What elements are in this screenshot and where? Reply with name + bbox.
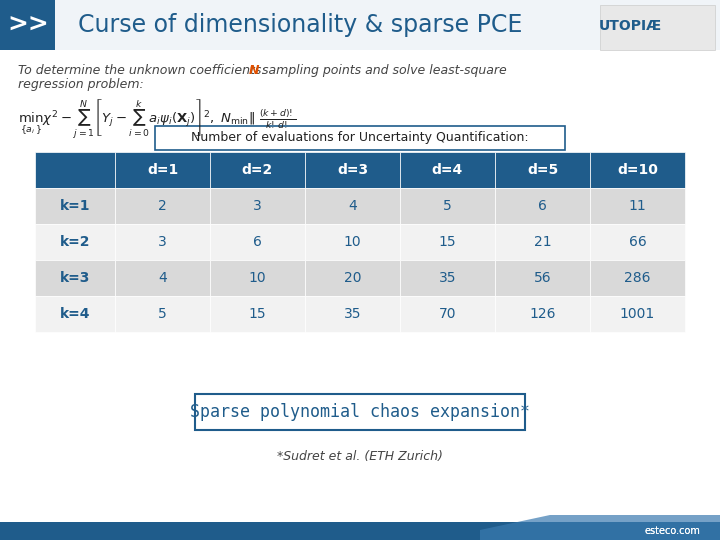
FancyBboxPatch shape — [35, 224, 115, 260]
Text: 3: 3 — [253, 199, 262, 213]
Text: d=3: d=3 — [337, 163, 368, 177]
Text: d=5: d=5 — [527, 163, 558, 177]
FancyBboxPatch shape — [305, 296, 400, 332]
FancyBboxPatch shape — [115, 260, 210, 296]
Text: k=1: k=1 — [60, 199, 90, 213]
FancyBboxPatch shape — [210, 188, 305, 224]
FancyBboxPatch shape — [35, 260, 115, 296]
Text: 11: 11 — [629, 199, 647, 213]
Text: 5: 5 — [443, 199, 452, 213]
FancyBboxPatch shape — [600, 5, 715, 50]
FancyBboxPatch shape — [590, 188, 685, 224]
FancyBboxPatch shape — [115, 296, 210, 332]
Text: UTOPIÆ: UTOPIÆ — [598, 19, 662, 33]
FancyBboxPatch shape — [400, 152, 495, 188]
FancyBboxPatch shape — [495, 224, 590, 260]
FancyBboxPatch shape — [495, 188, 590, 224]
Text: k=2: k=2 — [60, 235, 90, 249]
FancyBboxPatch shape — [400, 224, 495, 260]
FancyBboxPatch shape — [590, 152, 685, 188]
Text: 35: 35 — [438, 271, 456, 285]
FancyBboxPatch shape — [400, 188, 495, 224]
Text: 1001: 1001 — [620, 307, 655, 321]
Text: sampling points and solve least-square: sampling points and solve least-square — [258, 64, 507, 77]
Text: 70: 70 — [438, 307, 456, 321]
FancyBboxPatch shape — [35, 152, 115, 188]
FancyBboxPatch shape — [305, 260, 400, 296]
Text: 3: 3 — [158, 235, 167, 249]
FancyBboxPatch shape — [305, 224, 400, 260]
Text: 20: 20 — [343, 271, 361, 285]
FancyBboxPatch shape — [0, 0, 720, 50]
Text: 21: 21 — [534, 235, 552, 249]
Text: *Sudret et al. (ETH Zurich): *Sudret et al. (ETH Zurich) — [277, 450, 443, 463]
Text: d=4: d=4 — [432, 163, 463, 177]
Text: 4: 4 — [158, 271, 167, 285]
FancyBboxPatch shape — [155, 126, 565, 150]
Text: 66: 66 — [629, 235, 647, 249]
Text: To determine the unknown coefficients:: To determine the unknown coefficients: — [18, 64, 269, 77]
Text: d=10: d=10 — [617, 163, 658, 177]
Text: 56: 56 — [534, 271, 552, 285]
Text: N: N — [249, 64, 259, 77]
Polygon shape — [480, 515, 720, 540]
Text: 4: 4 — [348, 199, 357, 213]
Text: Sparse polynomial chaos expansion*: Sparse polynomial chaos expansion* — [190, 403, 530, 421]
FancyBboxPatch shape — [210, 152, 305, 188]
FancyBboxPatch shape — [210, 296, 305, 332]
Text: regression problem:: regression problem: — [18, 78, 144, 91]
FancyBboxPatch shape — [305, 188, 400, 224]
Text: 5: 5 — [158, 307, 167, 321]
Text: k=3: k=3 — [60, 271, 90, 285]
Text: 10: 10 — [248, 271, 266, 285]
FancyBboxPatch shape — [590, 224, 685, 260]
FancyBboxPatch shape — [495, 260, 590, 296]
FancyBboxPatch shape — [590, 296, 685, 332]
FancyBboxPatch shape — [495, 152, 590, 188]
Text: 126: 126 — [529, 307, 556, 321]
Text: 286: 286 — [624, 271, 651, 285]
Text: d=2: d=2 — [242, 163, 273, 177]
Text: 6: 6 — [253, 235, 262, 249]
Text: d=1: d=1 — [147, 163, 178, 177]
FancyBboxPatch shape — [400, 260, 495, 296]
FancyBboxPatch shape — [210, 224, 305, 260]
FancyBboxPatch shape — [35, 296, 115, 332]
Text: esteco.com: esteco.com — [644, 526, 700, 536]
Text: 6: 6 — [538, 199, 547, 213]
FancyBboxPatch shape — [35, 188, 115, 224]
Text: k=4: k=4 — [60, 307, 90, 321]
Text: esteco.com: esteco.com — [644, 526, 700, 536]
FancyBboxPatch shape — [210, 260, 305, 296]
FancyBboxPatch shape — [400, 296, 495, 332]
FancyBboxPatch shape — [0, 0, 55, 50]
Text: $\min_{\{a_i\}} \chi^2 - \sum_{j=1}^{N}\left[Y_j - \sum_{i=0}^{k} a_i\psi_i(\mat: $\min_{\{a_i\}} \chi^2 - \sum_{j=1}^{N}\… — [18, 97, 297, 140]
Text: 15: 15 — [248, 307, 266, 321]
FancyBboxPatch shape — [115, 152, 210, 188]
FancyBboxPatch shape — [590, 260, 685, 296]
FancyBboxPatch shape — [0, 522, 720, 540]
Text: 35: 35 — [343, 307, 361, 321]
FancyBboxPatch shape — [495, 296, 590, 332]
Text: >>: >> — [7, 13, 49, 37]
Text: Curse of dimensionality & sparse PCE: Curse of dimensionality & sparse PCE — [78, 13, 522, 37]
FancyBboxPatch shape — [305, 152, 400, 188]
FancyBboxPatch shape — [195, 394, 525, 430]
Text: 10: 10 — [343, 235, 361, 249]
FancyBboxPatch shape — [115, 224, 210, 260]
FancyBboxPatch shape — [115, 188, 210, 224]
Text: 2: 2 — [158, 199, 167, 213]
Text: 15: 15 — [438, 235, 456, 249]
Text: Number of evaluations for Uncertainty Quantification:: Number of evaluations for Uncertainty Qu… — [192, 132, 528, 145]
